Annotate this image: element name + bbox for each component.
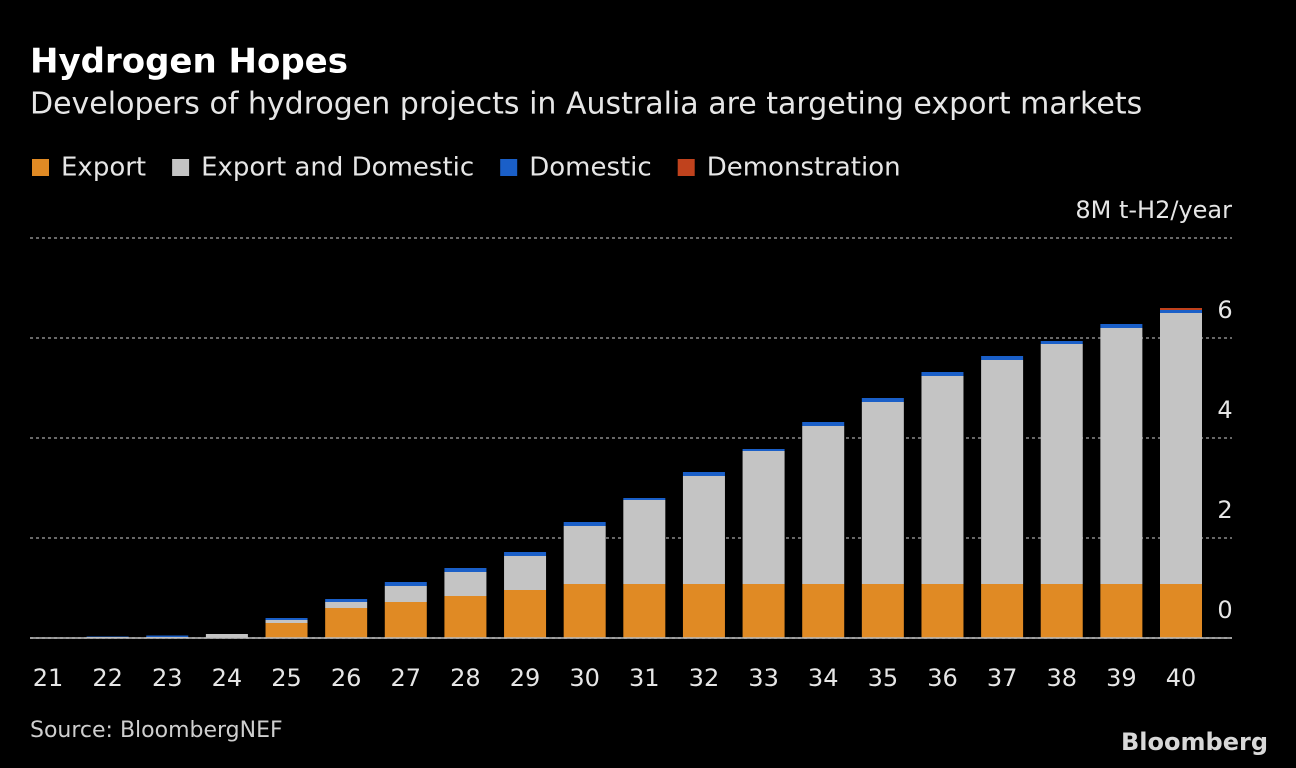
chart-title: Hydrogen Hopes: [30, 42, 348, 82]
bar-segment: [623, 498, 666, 500]
bar-segment: [802, 422, 845, 426]
bar-segment: [682, 472, 725, 476]
x-tick-label: 30: [569, 664, 600, 692]
bar-segment: [802, 584, 845, 638]
bar-segment: [563, 584, 606, 638]
bar-segment: [1040, 344, 1083, 584]
legend-swatch: [500, 159, 518, 176]
legend-swatch: [32, 159, 49, 176]
bar-segment: [742, 451, 785, 584]
bar-segment: [742, 449, 785, 451]
x-tick-label: 35: [868, 664, 899, 692]
bar-segment: [1100, 328, 1143, 584]
y-tick-label: 2: [1217, 496, 1232, 524]
x-tick-label: 21: [33, 664, 64, 692]
bar-segment: [504, 552, 547, 556]
legend-label: Demonstration: [707, 153, 901, 183]
legend-label: Export: [61, 153, 146, 183]
legend-swatch: [677, 159, 695, 176]
bar-segment: [1040, 341, 1083, 344]
bar-segment: [205, 634, 248, 638]
x-tick-label: 31: [629, 664, 660, 692]
x-tick-label: 33: [748, 664, 779, 692]
x-tick-label: 39: [1106, 664, 1137, 692]
bar-segment: [444, 572, 487, 596]
x-tick-label: 28: [450, 664, 481, 692]
x-tick-label: 24: [212, 664, 243, 692]
bar-segment: [265, 620, 308, 623]
bar-segment: [682, 476, 725, 584]
x-tick-label: 25: [271, 664, 302, 692]
bar-segment: [146, 635, 189, 637]
legend-swatch: [172, 159, 190, 176]
bar-segment: [623, 584, 666, 638]
bar-segment: [1160, 584, 1202, 638]
y-tick-label: 4: [1217, 396, 1232, 424]
bar-segment: [981, 360, 1024, 584]
x-tick-label: 36: [927, 664, 958, 692]
x-tick-label: 22: [92, 664, 123, 692]
bar-segment: [325, 599, 368, 602]
bar-segment: [563, 526, 606, 584]
bar-segment: [1100, 324, 1143, 328]
source: Source: BloombergNEF: [30, 718, 283, 743]
bar-segment: [384, 582, 427, 586]
bar-segment: [504, 556, 547, 590]
y-tick-label: 0: [1217, 596, 1232, 624]
bar-segment: [563, 522, 606, 526]
x-tick-label: 23: [152, 664, 183, 692]
y-tick-label: 8M t-H2/year: [1075, 196, 1232, 224]
bar-segment: [742, 584, 785, 638]
bar-segment: [504, 590, 547, 638]
bar-segment: [444, 596, 487, 638]
x-tick-label: 40: [1166, 664, 1197, 692]
x-tick-label: 38: [1046, 664, 1077, 692]
bar-segment: [384, 586, 427, 602]
bar-segment: [325, 602, 368, 608]
bar-segment: [86, 636, 129, 637]
bar-segment: [861, 402, 904, 584]
bar-segment: [623, 500, 666, 584]
bar-segment: [265, 623, 308, 638]
bar-segment: [325, 608, 368, 638]
bar-segment: [384, 602, 427, 638]
legend-label: Export and Domestic: [201, 153, 474, 183]
x-tick-label: 27: [391, 664, 422, 692]
bar-segment: [802, 426, 845, 584]
bar-segment: [1160, 308, 1202, 310]
bar-segment: [861, 398, 904, 402]
bar-segment: [921, 376, 964, 584]
bar-segment: [682, 584, 725, 638]
logo: Bloomberg: [1121, 728, 1268, 756]
bar-segment: [981, 584, 1024, 638]
bar-segment: [861, 584, 904, 638]
x-tick-label: 26: [331, 664, 362, 692]
bar-segment: [921, 584, 964, 638]
bar-segment: [444, 568, 487, 572]
x-tick-label: 34: [808, 664, 839, 692]
bar-segment: [265, 618, 308, 620]
bar-segment: [1040, 584, 1083, 638]
y-tick-label: 6: [1217, 296, 1232, 324]
x-tick-label: 37: [987, 664, 1018, 692]
chart-subtitle: Developers of hydrogen projects in Austr…: [30, 87, 1142, 122]
bar-segment: [1160, 313, 1202, 584]
bar-segment: [1160, 310, 1202, 313]
bar-segment: [981, 356, 1024, 360]
x-tick-label: 29: [510, 664, 541, 692]
bar-segment: [1100, 584, 1143, 638]
legend-label: Domestic: [529, 153, 652, 183]
bar-segment: [921, 372, 964, 376]
x-tick-label: 32: [689, 664, 720, 692]
